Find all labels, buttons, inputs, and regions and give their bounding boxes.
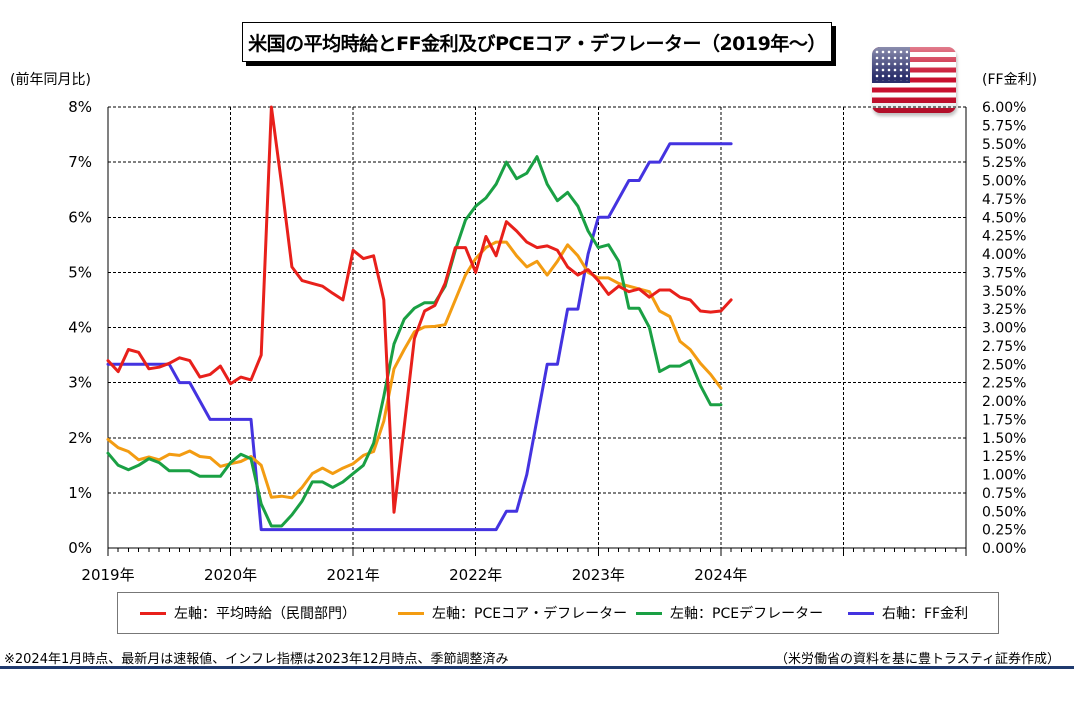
y-left-tick-label: 0% <box>68 539 92 557</box>
legend-item: 右軸：FF金利 <box>848 593 968 633</box>
y-right-tick-label: 1.50% <box>982 431 1026 447</box>
legend-swatch <box>848 611 874 615</box>
y-right-tick-label: 5.00% <box>982 174 1026 190</box>
y-right-tick-label: 2.25% <box>982 376 1026 392</box>
bottom-divider <box>0 666 1074 669</box>
legend-item: 左軸：PCEデフレーター <box>636 593 823 633</box>
series-line <box>106 142 733 532</box>
legend-label: 左軸：PCEデフレーター <box>670 606 824 622</box>
series-lines <box>106 105 733 532</box>
us-flag-icon <box>872 47 956 113</box>
y-right-tick-label: 5.75% <box>982 118 1026 134</box>
y-right-tick-label: 1.00% <box>982 468 1026 484</box>
y-right-tick-label: 3.00% <box>982 321 1026 337</box>
y-axis-right-label: (FF金利) <box>982 72 1037 88</box>
y-left-tick-label: 2% <box>68 429 92 447</box>
y-left-tick-label: 7% <box>68 153 92 171</box>
legend-label: 左軸：平均時給（民間部門） <box>174 606 356 622</box>
y-right-tick-label: 3.25% <box>982 302 1026 318</box>
y-left-tick-label: 4% <box>68 319 92 337</box>
y-right-tick-label: 4.75% <box>982 192 1026 208</box>
x-tick-label: 2020年 <box>204 566 257 584</box>
y-right-tick-label: 2.00% <box>982 394 1026 410</box>
y-right-tick-label: 0.75% <box>982 486 1026 502</box>
y-right-tick-label: 0.50% <box>982 504 1026 520</box>
y-left-tick-label: 5% <box>68 263 92 281</box>
x-tick-label: 2024年 <box>694 566 747 584</box>
y-axis-left-label: (前年同月比) <box>10 71 91 88</box>
y-left-tick-label: 6% <box>68 208 92 226</box>
footnote: ※2024年1月時点、最新月は速報値、インフレ指標は2023年12月時点、季節調… <box>4 652 509 667</box>
y-right-tick-label: 5.25% <box>982 155 1026 171</box>
y-left-tick-label: 1% <box>68 484 92 502</box>
chart-canvas: 0% 1% 2% 3% 4% 5% 6% 7% 8% 0.00% 0.25% 0.50% 0.75% 1.… <box>10 71 1037 584</box>
y-right-tick-label: 4.50% <box>982 210 1026 226</box>
y-right-tick-label: 1.75% <box>982 412 1026 428</box>
x-tick-label: 2019年 <box>81 566 134 584</box>
y-right-tick-label: 2.50% <box>982 357 1026 373</box>
axes <box>107 107 967 556</box>
x-tick-label: 2022年 <box>449 566 502 584</box>
legend-swatch <box>636 611 662 615</box>
legend-item: 左軸：PCEコア・デフレーター <box>398 593 627 633</box>
legend-swatch <box>140 611 166 615</box>
y-right-tick-label: 6.00% <box>982 100 1026 116</box>
y-right-tick-label: 4.25% <box>982 229 1026 245</box>
legend-label: 右軸：FF金利 <box>882 606 969 622</box>
y-right-tick-label: 3.75% <box>982 265 1026 281</box>
series-line <box>106 155 723 528</box>
y-right-tick-label: 0.25% <box>982 523 1026 539</box>
x-tick-label: 2021年 <box>327 566 380 584</box>
y-right-tick-label: 2.75% <box>982 339 1026 355</box>
y-left-tick-label: 8% <box>68 98 92 116</box>
y-right-tick-label: 3.50% <box>982 284 1026 300</box>
legend-swatch <box>398 611 424 615</box>
legend: 左軸：平均時給（民間部門） 左軸：PCEコア・デフレーター 左軸：PCEデフレー… <box>117 592 999 634</box>
grid-lines <box>108 106 966 548</box>
series-line <box>106 105 733 514</box>
y-right-tick-label: 5.50% <box>982 137 1026 153</box>
y-right-tick-label: 1.25% <box>982 449 1026 465</box>
y-left-tick-label: 3% <box>68 374 92 392</box>
tick-labels: 0% 1% 2% 3% 4% 5% 6% 7% 8% 0.00% 0.25% 0.50% 0.75% 1.… <box>68 98 1026 584</box>
legend-label: 左軸：PCEコア・デフレーター <box>432 606 628 622</box>
series-line <box>106 240 723 500</box>
source-note: （米労働省の資料を基に豊トラスティ証券作成） <box>775 652 1060 667</box>
y-right-tick-label: 4.00% <box>982 247 1026 263</box>
y-right-tick-label: 0.00% <box>982 541 1026 557</box>
legend-item: 左軸：平均時給（民間部門） <box>140 593 356 633</box>
x-tick-label: 2023年 <box>572 566 625 584</box>
chart-title: 米国の平均時給とFF金利及びPCEコア・デフレーター（2019年～） <box>242 22 832 62</box>
